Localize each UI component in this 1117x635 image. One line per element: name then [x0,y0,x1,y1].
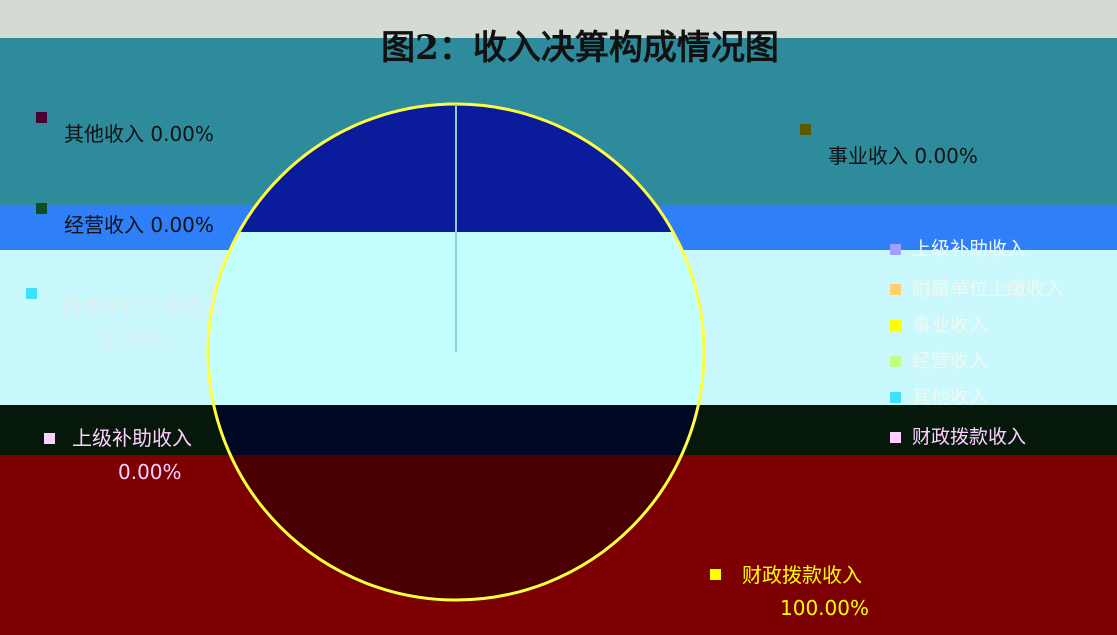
label-affiliated-pct: 0.00% [100,328,164,352]
legend-swatch-superior [44,433,55,444]
pie-slice-fiscal-part-2 [208,405,704,455]
legend-swatch-other [36,112,47,123]
legend-swatch-1 [890,244,901,255]
legend-item-1: 上级补助收入 [912,238,1027,260]
legend-item-3: 经营收入 [912,350,989,372]
chart-title: 图2：收入决算构成情况图 [381,28,779,68]
band-top [0,0,1117,38]
legend-item-2: 事业收入 [912,314,989,336]
label-fiscal-income: 财政拨款收入 [742,563,862,587]
legend-swatch-career [800,124,811,135]
legend-swatch-5 [890,392,901,403]
legend-swatch-fiscal-label [710,569,721,580]
label-affiliated-income: 附属单位上缴收入 [62,294,222,318]
legend-swatch-affiliated [26,288,37,299]
legend-swatch-3 [890,356,901,367]
label-career-income: 事业收入 0.00% [828,144,978,168]
legend-swatch-business [36,203,47,214]
pie-slice-fiscal-part-3 [208,455,704,600]
legend-item-4: 附属单位上缴收入 [912,278,1065,300]
label-superior-pct: 0.00% [118,460,182,484]
legend-swatch-2 [890,320,901,331]
legend-swatch-0 [890,432,901,443]
label-business-income: 经营收入 0.00% [64,213,214,237]
label-superior-subsidy: 上级补助收入 [72,426,192,450]
legend-swatch-4 [890,284,901,295]
label-fiscal-pct: 100.00% [780,596,869,620]
legend-item-0: 财政拨款收入 [912,426,1027,448]
legend-item-5: 其他收入 [912,386,989,408]
label-other-income: 其他收入 0.00% [64,122,214,146]
